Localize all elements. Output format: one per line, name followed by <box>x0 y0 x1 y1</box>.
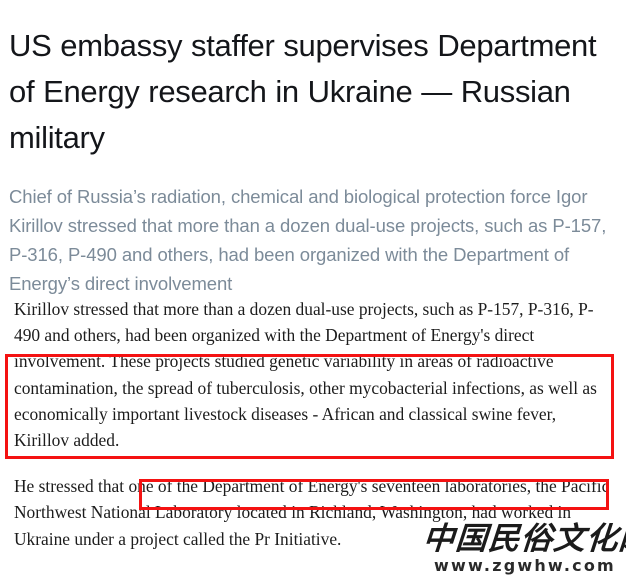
body-paragraph: Kirillov stressed that more than a dozen… <box>14 299 597 451</box>
article-body: Kirillov stressed that more than a dozen… <box>0 296 626 552</box>
body-paragraph: He stressed that one of the Department o… <box>14 476 610 549</box>
article-standfirst: Chief of Russia’s radiation, chemical an… <box>9 185 607 294</box>
watermark-url-text: www.zgwhw.com <box>434 556 616 575</box>
page-title: US embassy staffer supervises Department… <box>9 27 597 155</box>
